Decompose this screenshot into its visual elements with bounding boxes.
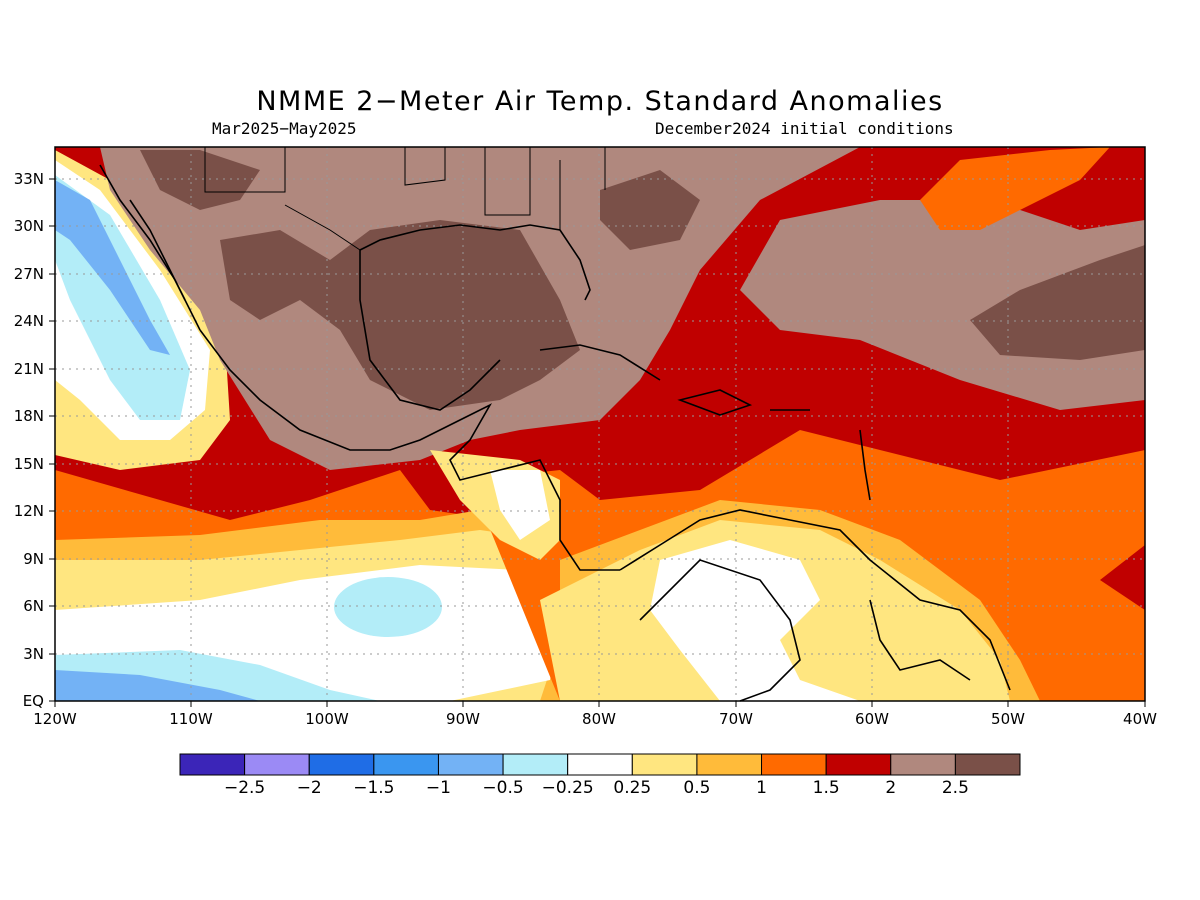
- latitude-labels: 33N 30N 27N 24N 21N 18N 15N 12N 9N 6N 3N…: [14, 170, 44, 710]
- colorbar-labels: −2.5 −2 −1.5 −1 −0.5 −0.25 0.25 0.5 1 1.5 2 2.5: [224, 778, 969, 798]
- colorbar-swatch: [954, 753, 1021, 776]
- lat-label: 18N: [14, 407, 44, 425]
- colorbar-swatch: [825, 753, 892, 776]
- lon-label: 50W: [991, 710, 1025, 728]
- south-america-neutral: [650, 540, 860, 701]
- lon-label: 70W: [719, 710, 753, 728]
- colorbar-label: 0.25: [613, 778, 651, 798]
- colorbar-label: −0.25: [542, 778, 594, 798]
- coastlines: [99, 164, 1011, 702]
- lat-label: 21N: [14, 360, 44, 378]
- colorbar-label: −2: [297, 778, 322, 798]
- colorbar-label: −2.5: [224, 778, 265, 798]
- lat-label: 9N: [23, 550, 44, 568]
- colorbar-swatch: [631, 753, 698, 776]
- pacific-cool-patch: [334, 577, 442, 637]
- lat-label: EQ: [23, 692, 44, 710]
- colorbar-swatch: [308, 753, 375, 776]
- lat-label: 12N: [14, 502, 44, 520]
- colorbar-swatch: [567, 753, 633, 776]
- lon-label: 90W: [446, 710, 480, 728]
- colorbar-swatch: [761, 753, 827, 776]
- lat-label: 3N: [23, 645, 44, 663]
- lat-label: 24N: [14, 312, 44, 330]
- forecast-period: Mar2025−May2025: [212, 119, 357, 138]
- colorbar-swatch: [696, 753, 763, 776]
- longitude-labels: 120W 110W 100W 90W 80W 70W 60W 50W 40W: [33, 710, 1157, 728]
- colorbar-label: −0.5: [482, 778, 523, 798]
- lat-label: 15N: [14, 455, 44, 473]
- lat-label: 33N: [14, 170, 44, 188]
- colorbar-label: 2.5: [942, 778, 969, 798]
- anomaly-field: [55, 147, 1145, 701]
- colorbar-swatch: [373, 753, 439, 776]
- lon-label: 40W: [1123, 710, 1157, 728]
- colorbar-label: 1.5: [813, 778, 840, 798]
- borders: [204, 147, 606, 251]
- colorbar-swatch: [890, 753, 956, 776]
- colorbar-label: 0.5: [683, 778, 710, 798]
- lon-label: 60W: [855, 710, 889, 728]
- lat-label: 6N: [23, 597, 44, 615]
- lon-label: 120W: [33, 710, 77, 728]
- lon-label: 110W: [169, 710, 213, 728]
- colorbar-label: 1: [756, 778, 767, 798]
- colorbar-swatch: [179, 753, 246, 776]
- atlantic-very-high: [970, 245, 1145, 360]
- atlantic-orange-ne: [920, 147, 1110, 230]
- colorbar-label: −1: [426, 778, 451, 798]
- mexico-very-high: [140, 150, 260, 210]
- california-coast-cool-mild: [55, 180, 170, 355]
- lat-label: 27N: [14, 265, 44, 283]
- initial-conditions: December2024 initial conditions: [655, 119, 954, 138]
- colorbar-swatch: [437, 753, 504, 776]
- colorbar: [179, 753, 1021, 776]
- colorbar-swatch: [502, 753, 569, 776]
- central-america-neutral: [490, 470, 550, 540]
- lat-label: 30N: [14, 217, 44, 235]
- gulf-very-high: [220, 220, 580, 410]
- florida-very-high: [600, 170, 700, 250]
- colorbar-swatch: [244, 753, 310, 776]
- tick-marks: [49, 178, 1146, 707]
- lon-label: 100W: [305, 710, 349, 728]
- atlantic-red-patch: [1100, 545, 1145, 610]
- colorbar-label: −1.5: [353, 778, 394, 798]
- pacific-cool-mild: [55, 670, 260, 701]
- colorbar-label: 2: [885, 778, 896, 798]
- plot-frame: [54, 146, 1146, 702]
- grid-lines: [55, 147, 1145, 701]
- map-title: NMME 2−Meter Air Temp. Standard Anomalie…: [256, 86, 944, 117]
- lon-label: 80W: [582, 710, 616, 728]
